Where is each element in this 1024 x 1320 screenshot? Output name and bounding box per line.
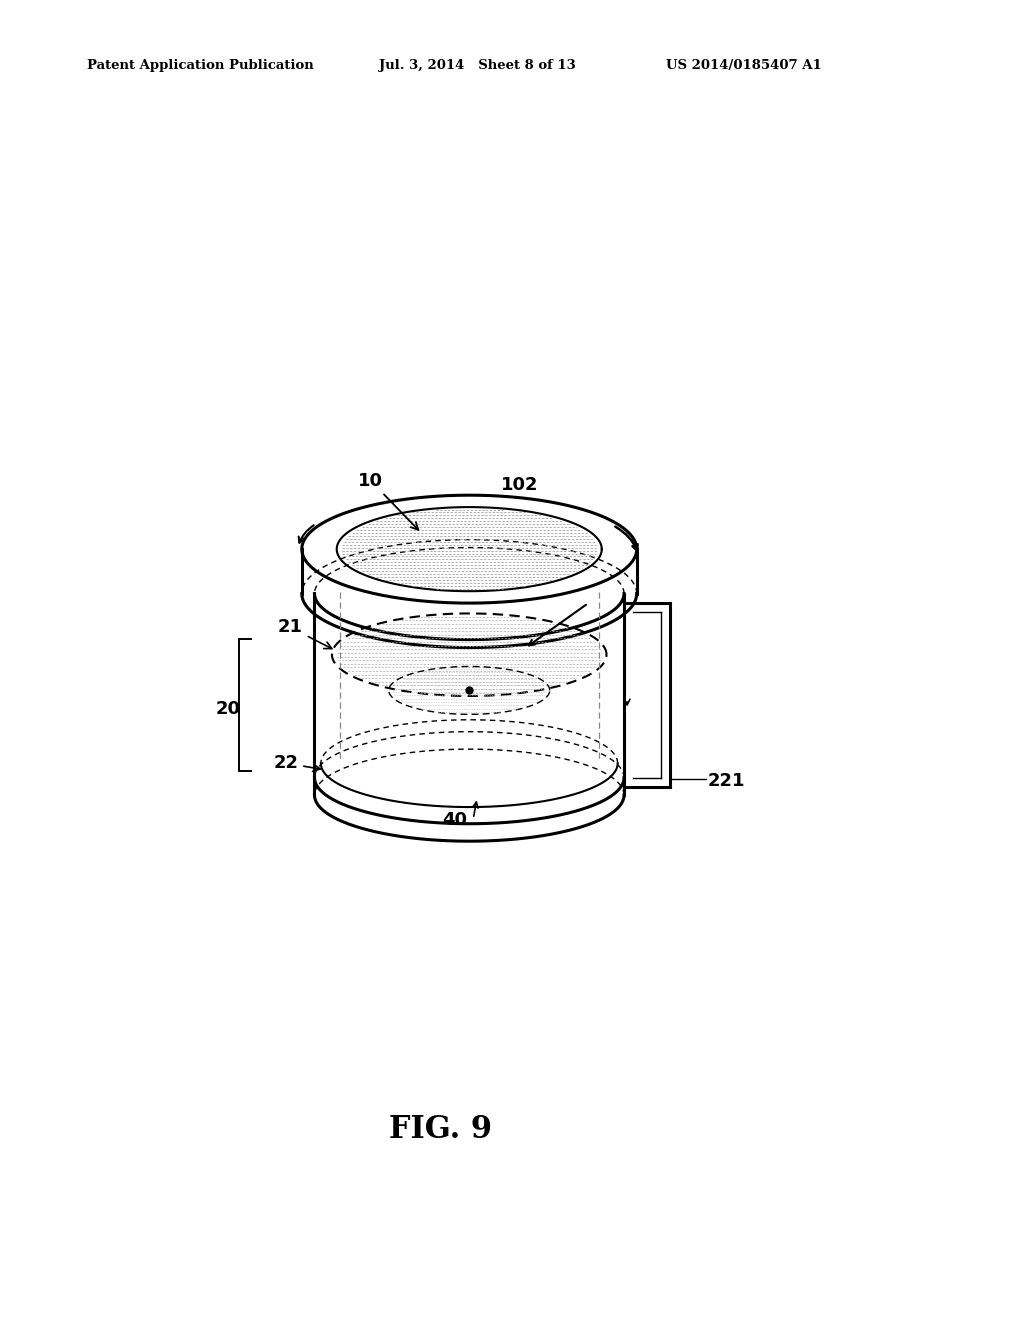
Text: US 2014/0185407 A1: US 2014/0185407 A1 [666, 58, 821, 71]
Text: 21: 21 [278, 619, 332, 648]
Text: Patent Application Publication: Patent Application Publication [87, 58, 313, 71]
Text: 10: 10 [358, 471, 418, 529]
Text: 20: 20 [215, 700, 241, 718]
Text: 102: 102 [501, 475, 539, 494]
Text: FIG. 9: FIG. 9 [389, 1114, 492, 1144]
Text: 40: 40 [442, 812, 468, 829]
Text: 22: 22 [273, 754, 321, 772]
Text: Jul. 3, 2014   Sheet 8 of 13: Jul. 3, 2014 Sheet 8 of 13 [379, 58, 575, 71]
Text: 221: 221 [709, 772, 745, 789]
